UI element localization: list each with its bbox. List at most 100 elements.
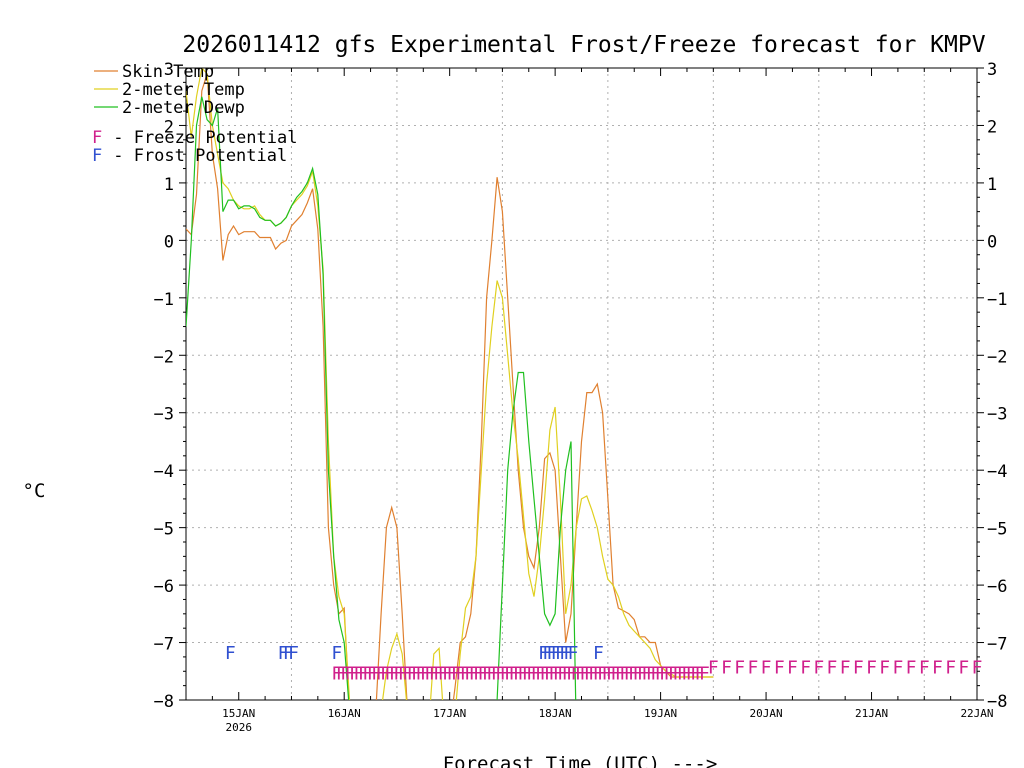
freeze-flag: F bbox=[699, 663, 710, 684]
freeze-flag: F bbox=[761, 658, 772, 679]
freeze-flag: F bbox=[557, 663, 568, 684]
x-axis-label: Forecast Time (UTC) ---> bbox=[443, 753, 718, 768]
flag-legend-text: - Frost Potential bbox=[103, 146, 287, 166]
freeze-flag: F bbox=[787, 658, 798, 679]
freeze-flag: F bbox=[593, 663, 604, 684]
freeze-flag: F bbox=[615, 663, 626, 684]
freeze-flag: F bbox=[367, 663, 378, 684]
freeze-flag: F bbox=[655, 663, 666, 684]
freeze-flag: F bbox=[398, 663, 409, 684]
freeze-flag: F bbox=[681, 663, 692, 684]
freeze-flag: F bbox=[442, 663, 453, 684]
freeze-flag: F bbox=[411, 663, 422, 684]
freeze-flag: F bbox=[664, 663, 675, 684]
freeze-flag: F bbox=[597, 663, 608, 684]
frost-flag: F bbox=[288, 643, 299, 664]
series-line-skin-temp bbox=[186, 73, 714, 700]
freeze-flag: F bbox=[686, 663, 697, 684]
y-axis-label: °C bbox=[23, 480, 46, 502]
frost-flag: F bbox=[551, 643, 562, 664]
freeze-flag: F bbox=[892, 658, 903, 679]
freeze-flag: F bbox=[455, 663, 466, 684]
frost-flag: F bbox=[563, 643, 574, 664]
freeze-flag: F bbox=[610, 663, 621, 684]
x-tick-sublabel: 2026 bbox=[225, 721, 252, 734]
freeze-flag: F bbox=[340, 663, 351, 684]
freeze-flag: F bbox=[633, 663, 644, 684]
freeze-flag: F bbox=[531, 663, 542, 684]
freeze-flag: F bbox=[619, 663, 630, 684]
freeze-flag: F bbox=[958, 658, 969, 679]
frost-flag: F bbox=[331, 643, 342, 664]
x-tick-label: 20JAN bbox=[750, 707, 783, 720]
series-line-2-meter-dewp bbox=[186, 96, 577, 700]
freeze-flag: F bbox=[389, 663, 400, 684]
y-tick-label-left: −1 bbox=[154, 290, 174, 310]
freeze-flag: F bbox=[624, 663, 635, 684]
freeze-flag: F bbox=[393, 663, 404, 684]
freeze-flag: F bbox=[827, 658, 838, 679]
y-tick-label-right: 0 bbox=[987, 232, 997, 252]
freeze-flag: F bbox=[504, 663, 515, 684]
frost-flag: F bbox=[542, 643, 553, 664]
freeze-flag: F bbox=[840, 658, 851, 679]
freeze-flag: F bbox=[747, 658, 758, 679]
freeze-flag: F bbox=[690, 663, 701, 684]
freeze-flag: F bbox=[548, 663, 559, 684]
y-tick-label-right: −2 bbox=[987, 347, 1007, 367]
freeze-flag: F bbox=[473, 663, 484, 684]
freeze-flag: F bbox=[813, 658, 824, 679]
freeze-flag: F bbox=[544, 663, 555, 684]
plot-frame bbox=[185, 67, 978, 701]
y-tick-label-right: −3 bbox=[987, 405, 1007, 425]
x-tick-label: 22JAN bbox=[960, 707, 993, 720]
freeze-flag: F bbox=[566, 663, 577, 684]
y-tick-label-right: −4 bbox=[987, 462, 1007, 482]
frost-flag: F bbox=[283, 643, 294, 664]
freeze-flag: F bbox=[602, 663, 613, 684]
x-tick-label: 16JAN bbox=[328, 707, 361, 720]
freeze-flag: F bbox=[433, 663, 444, 684]
freeze-flag: F bbox=[734, 658, 745, 679]
frost-flag: F bbox=[555, 643, 566, 664]
freeze-flag: F bbox=[478, 663, 489, 684]
frost-flag: F bbox=[559, 643, 570, 664]
freeze-flag: F bbox=[945, 658, 956, 679]
freeze-flag: F bbox=[579, 663, 590, 684]
freeze-flag: F bbox=[447, 663, 458, 684]
freeze-flag: F bbox=[500, 663, 511, 684]
freeze-flag: F bbox=[464, 663, 475, 684]
freeze-flag: F bbox=[451, 663, 462, 684]
freeze-flag: F bbox=[331, 663, 342, 684]
y-tick-label-left: −6 bbox=[154, 577, 174, 597]
freeze-flag: F bbox=[371, 663, 382, 684]
freeze-flag: F bbox=[879, 658, 890, 679]
freeze-flag: F bbox=[853, 658, 864, 679]
x-tick-label: 19JAN bbox=[644, 707, 677, 720]
frost-flag: F bbox=[568, 643, 579, 664]
freeze-flag: F bbox=[424, 663, 435, 684]
freeze-flag: F bbox=[575, 663, 586, 684]
x-tick-label: 21JAN bbox=[855, 707, 888, 720]
freeze-flag: F bbox=[385, 663, 396, 684]
freeze-flag: F bbox=[495, 663, 506, 684]
frost-flag: F bbox=[538, 643, 549, 664]
freeze-flag: F bbox=[540, 663, 551, 684]
freeze-flag: F bbox=[641, 663, 652, 684]
y-tick-label-right: −6 bbox=[987, 577, 1007, 597]
frost-flag: F bbox=[593, 643, 604, 664]
freeze-flag: F bbox=[513, 663, 524, 684]
freeze-flag: F bbox=[469, 663, 480, 684]
freeze-flag: F bbox=[522, 663, 533, 684]
series-lines bbox=[186, 68, 714, 700]
y-tick-label-left: −2 bbox=[154, 347, 174, 367]
y-tick-label-left: −7 bbox=[154, 635, 174, 655]
freeze-flag: F bbox=[800, 658, 811, 679]
freeze-flag: F bbox=[336, 663, 347, 684]
frost-flag: F bbox=[547, 643, 558, 664]
x-tick-label: 15JAN bbox=[222, 707, 255, 720]
y-tick-label-left: −4 bbox=[154, 462, 174, 482]
chart-title: 2026011412 gfs Experimental Frost/Freeze… bbox=[182, 32, 985, 58]
